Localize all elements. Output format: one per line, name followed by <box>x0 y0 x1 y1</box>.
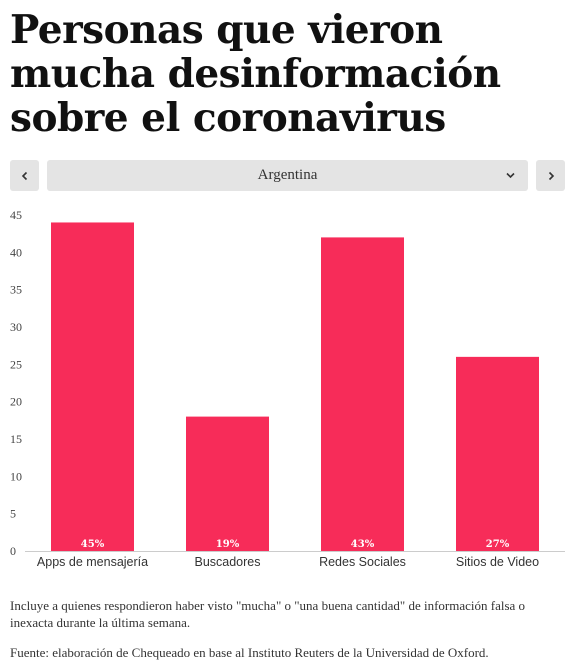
y-tick-label: 35 <box>10 283 22 297</box>
chevron-down-icon <box>506 172 515 179</box>
y-tick-label: 5 <box>10 507 16 521</box>
bar-data-label: 45% <box>81 539 105 550</box>
y-tick-label: 40 <box>10 245 22 259</box>
x-tick-label: Apps de mensajería <box>37 555 148 569</box>
y-tick-label: 20 <box>10 395 22 409</box>
previous-button[interactable] <box>10 160 39 191</box>
bar-chart: 0 5 10 15 20 25 30 35 40 45 45% Apps de mensajería 1… <box>10 208 565 569</box>
bar <box>186 416 269 551</box>
next-button[interactable] <box>536 160 565 191</box>
country-dropdown[interactable]: Argentina <box>47 160 528 191</box>
x-tick-label: Sitios de Video <box>456 555 539 569</box>
bar <box>321 237 404 551</box>
y-tick-label: 25 <box>10 357 22 371</box>
bar <box>51 222 134 551</box>
y-tick-label: 30 <box>10 320 22 334</box>
y-tick-label: 15 <box>10 432 22 446</box>
x-tick-label: Redes Sociales <box>319 555 406 569</box>
y-tick-label: 45 <box>10 208 22 222</box>
bar-data-label: 27% <box>486 539 510 550</box>
country-dropdown-value: Argentina <box>257 167 318 183</box>
chevron-right-icon <box>548 171 554 180</box>
bar-data-label: 43% <box>351 539 375 550</box>
x-tick-label: Buscadores <box>194 555 260 569</box>
y-tick-label: 10 <box>10 469 22 483</box>
country-selector: Argentina <box>10 160 565 191</box>
y-tick-label: 0 <box>10 544 16 558</box>
bar-data-label: 19% <box>216 539 240 550</box>
bar <box>456 356 539 551</box>
chart-note: Incluye a quienes respondieron haber vis… <box>10 598 526 630</box>
chevron-left-icon <box>21 171 27 180</box>
chart-source: Fuente: elaboración de Chequeado en base… <box>10 645 489 660</box>
page-title: Personas que vieron mucha desinformación… <box>10 7 501 141</box>
